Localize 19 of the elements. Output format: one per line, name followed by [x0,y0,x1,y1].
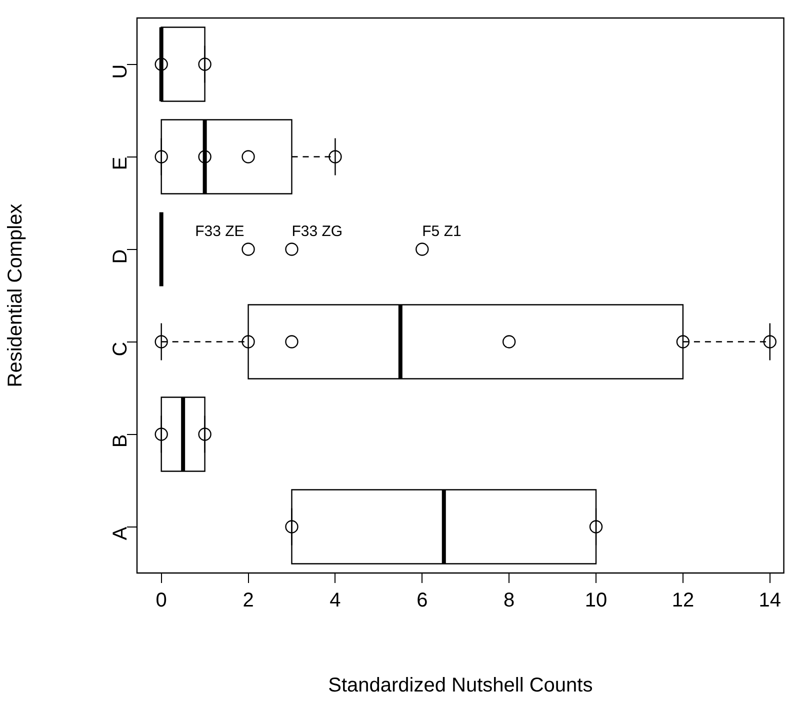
x-tick-label: 12 [672,590,694,612]
x-tick-label: 8 [504,590,515,612]
y-tick-label: U [110,64,132,79]
x-tick-label: 10 [584,590,608,612]
y-tick-label: A [110,526,132,540]
y-tick-label: C [110,342,132,356]
x-tick-label: 14 [758,590,782,612]
x-tick-label: 4 [330,590,341,612]
x-tick-label: 0 [156,590,167,612]
y-axis-title: Residential Complex [4,204,27,388]
x-tick-label: 6 [416,590,428,612]
annotation: F5 Z1 [422,222,462,240]
annotation: F33 ZE [195,222,244,240]
y-tick-label: D [110,249,132,264]
y-tick-label: E [110,156,132,170]
x-axis-title: Standardized Nutshell Counts [328,674,593,697]
y-tick-label: B [110,434,132,448]
annotation: F33 ZG [292,222,343,240]
x-tick-label: 2 [242,590,254,612]
